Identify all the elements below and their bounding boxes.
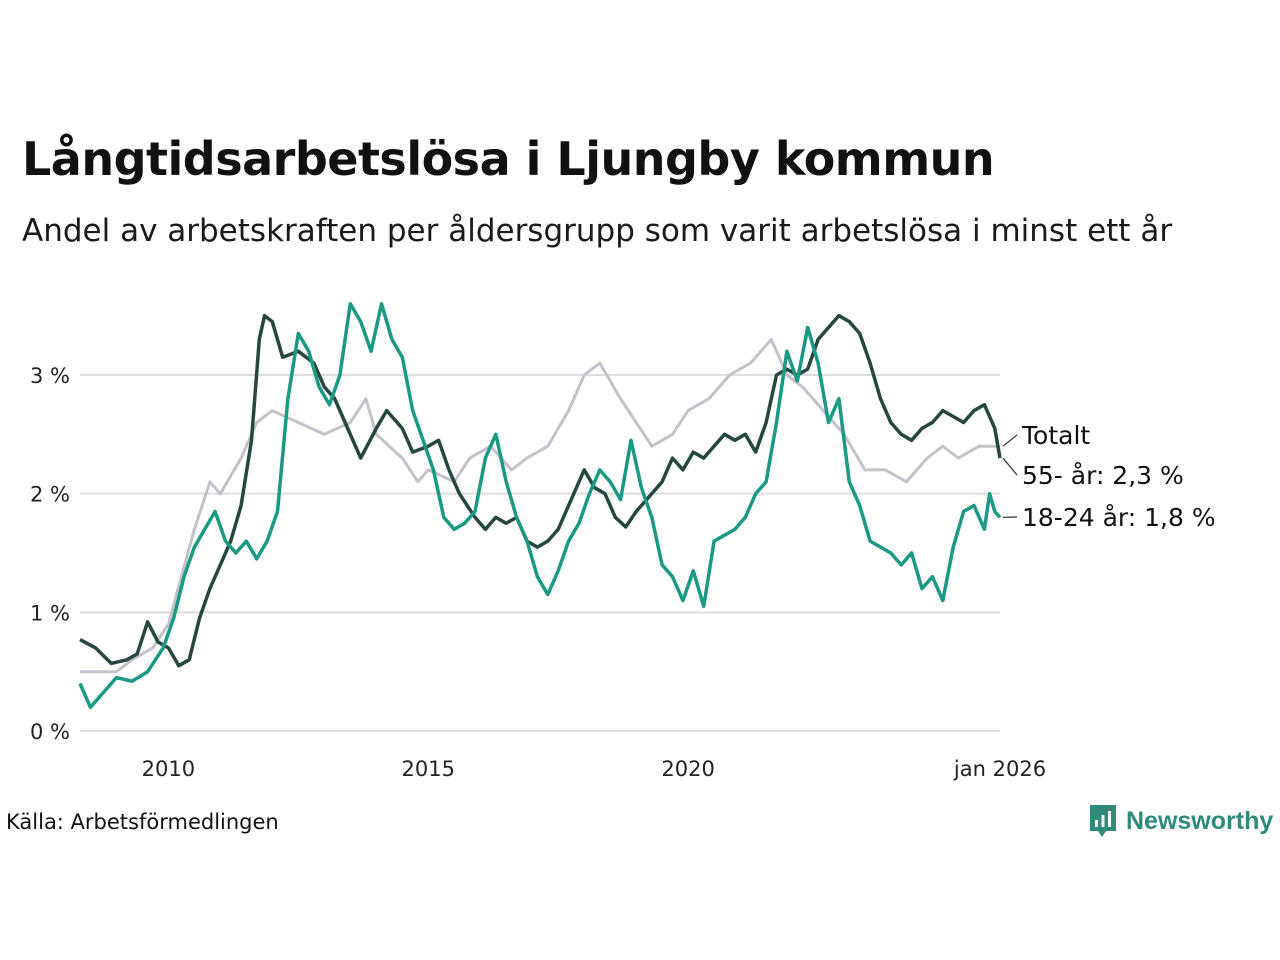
series-line-55-r bbox=[79, 313, 1002, 668]
y-tick-label: 1 % bbox=[30, 601, 70, 625]
bar-chart-icon bbox=[1090, 805, 1116, 837]
series-line-18-24-r bbox=[78, 302, 1002, 710]
y-tick-label: 0 % bbox=[30, 720, 70, 744]
logo-text: Newsworthy bbox=[1126, 806, 1274, 835]
label-connector bbox=[1002, 457, 1018, 476]
x-tick-label: 2020 bbox=[661, 757, 714, 781]
x-tick-label: 2010 bbox=[142, 757, 195, 781]
newsworthy-logo: Newsworthy bbox=[1088, 803, 1273, 839]
line-chart: 0 % 1 % 2 % 3 % 2010 2015 2020 jan 2026 Totalt… bbox=[30, 302, 1216, 781]
chart-title: Långtidsarbetslösa i Ljungby kommun bbox=[22, 132, 995, 186]
chart-subtitle: Andel av arbetskraften per åldersgrupp s… bbox=[22, 213, 1173, 249]
source-note: Källa: Arbetsförmedlingen bbox=[6, 810, 279, 834]
x-axis: 2010 2015 2020 jan 2026 bbox=[142, 757, 1046, 781]
series-labels: Totalt 55- år: 2,3 % 18-24 år: 1,8 % bbox=[1002, 421, 1216, 532]
label-connector bbox=[1002, 434, 1018, 447]
series-lines bbox=[78, 302, 1002, 710]
series-label: 18-24 år: 1,8 % bbox=[1022, 503, 1216, 532]
series-label: Totalt bbox=[1021, 421, 1090, 450]
series-label: 55- år: 2,3 % bbox=[1022, 461, 1184, 490]
x-tick-label: jan 2026 bbox=[953, 757, 1046, 781]
x-tick-label: 2015 bbox=[402, 757, 455, 781]
grid-lines bbox=[80, 374, 1000, 732]
y-tick-label: 2 % bbox=[30, 483, 70, 507]
y-axis: 0 % 1 % 2 % 3 % bbox=[30, 364, 70, 744]
y-tick-label: 3 % bbox=[30, 364, 70, 388]
series-line-totalt bbox=[80, 337, 1000, 674]
